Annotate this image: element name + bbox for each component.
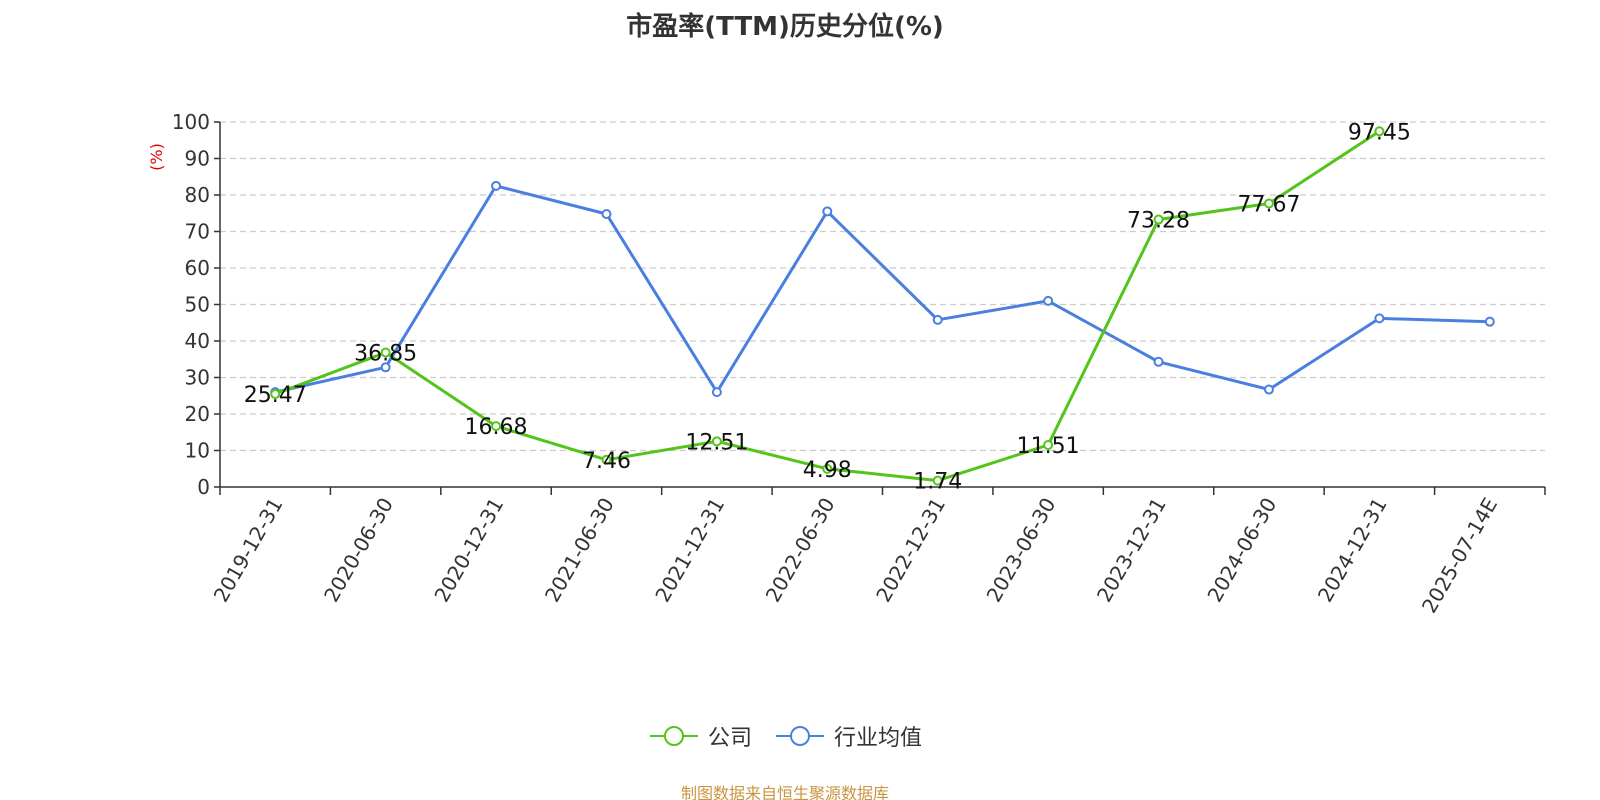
- data-label: 73.28: [1127, 209, 1190, 234]
- data-label: 16.68: [465, 415, 528, 440]
- data-label: 12.51: [685, 430, 748, 455]
- data-label: 1.74: [913, 470, 962, 495]
- y-axis-label: (%): [147, 143, 166, 171]
- x-tick-label: 2020-12-31: [429, 494, 508, 607]
- y-tick-label: 10: [185, 439, 210, 463]
- x-tick-label: 2022-12-31: [871, 494, 950, 607]
- data-label: 4.98: [803, 458, 852, 483]
- source-note: 制图数据来自恒生聚源数据库: [680, 784, 889, 800]
- data-point-company: [270, 389, 281, 400]
- data-point-industry: [380, 362, 391, 373]
- y-tick-label: 70: [185, 220, 210, 244]
- y-tick-label: 20: [185, 402, 210, 426]
- y-tick-label: 100: [172, 110, 210, 134]
- data-point-company: [1153, 214, 1164, 225]
- y-tick-label: 80: [185, 183, 210, 207]
- x-tick-label: 2023-12-31: [1092, 494, 1171, 607]
- data-point-industry: [711, 387, 722, 398]
- data-point-company: [822, 463, 833, 474]
- data-label: 97.45: [1348, 120, 1411, 145]
- data-labels: 25.47 36.85 16.68 7.46 12.51 4.98 1.74 11.51 73.…: [244, 120, 1411, 494]
- y-tick-label: 30: [185, 366, 210, 390]
- x-tick-label: 2019-12-31: [209, 494, 288, 607]
- x-tick-label: 2020-06-30: [319, 494, 398, 607]
- data-point-company: [491, 421, 502, 432]
- data-point-industry: [491, 180, 502, 191]
- data-point-company: [380, 347, 391, 358]
- x-tick-label: 2023-06-30: [982, 494, 1061, 607]
- y-tick-label: 90: [185, 147, 210, 171]
- series-line-company: [274, 130, 1381, 483]
- data-label: 25.47: [244, 383, 307, 408]
- data-label: 7.46: [582, 449, 631, 474]
- x-tick-label: 2024-06-30: [1202, 494, 1281, 607]
- data-point-industry: [1263, 384, 1274, 395]
- line-chart: 0 10 20 30 40 50 60 70 80 90 100 (%) 2019-12-31 2020-…: [147, 110, 1546, 618]
- legend-industry-marker-icon: [776, 726, 824, 746]
- legend-company-marker-icon: [649, 726, 698, 746]
- data-point-industry: [1374, 313, 1385, 324]
- data-point-industry: [1043, 295, 1054, 306]
- data-point-company: [1043, 439, 1054, 450]
- y-tick-label: 0: [197, 475, 210, 499]
- y-tick-label: 60: [185, 256, 210, 280]
- data-point-company: [932, 475, 943, 486]
- legend-label-company: 公司: [707, 726, 752, 751]
- x-tick-label: 2025-07-14E: [1417, 494, 1502, 618]
- data-point-industry: [1484, 316, 1495, 327]
- legend: 公司 行业均值: [0, 720, 1570, 752]
- data-label: 77.67: [1237, 193, 1300, 218]
- data-point-industry: [932, 314, 943, 325]
- data-point-industry: [1153, 356, 1164, 367]
- x-tick-label: 2024-12-31: [1313, 494, 1392, 607]
- data-point-company: [1263, 198, 1274, 209]
- x-tick-label: 2022-06-30: [761, 494, 840, 607]
- data-point-company: [711, 436, 722, 447]
- legend-item-company[interactable]: 公司: [648, 720, 752, 752]
- y-tick-label: 50: [185, 293, 210, 317]
- data-point-company: [1374, 126, 1385, 137]
- legend-item-industry[interactable]: 行业均值: [774, 720, 922, 752]
- data-label: 36.85: [354, 341, 417, 366]
- series-lines: [270, 126, 1495, 486]
- data-point-company: [601, 454, 612, 465]
- series-line-industry: [274, 184, 1490, 394]
- data-point-industry: [822, 206, 833, 217]
- legend-label-industry: 行业均值: [834, 726, 923, 751]
- data-label: 11.51: [1017, 434, 1080, 459]
- data-point-industry: [601, 208, 612, 219]
- grid-lines: [220, 121, 1545, 452]
- x-tick-label: 2021-12-31: [650, 494, 729, 607]
- x-tick-label: 2021-06-30: [540, 494, 619, 607]
- y-tick-label: 40: [185, 329, 210, 353]
- chart-title: 市盈率(TTM)历史分位(%): [626, 12, 944, 42]
